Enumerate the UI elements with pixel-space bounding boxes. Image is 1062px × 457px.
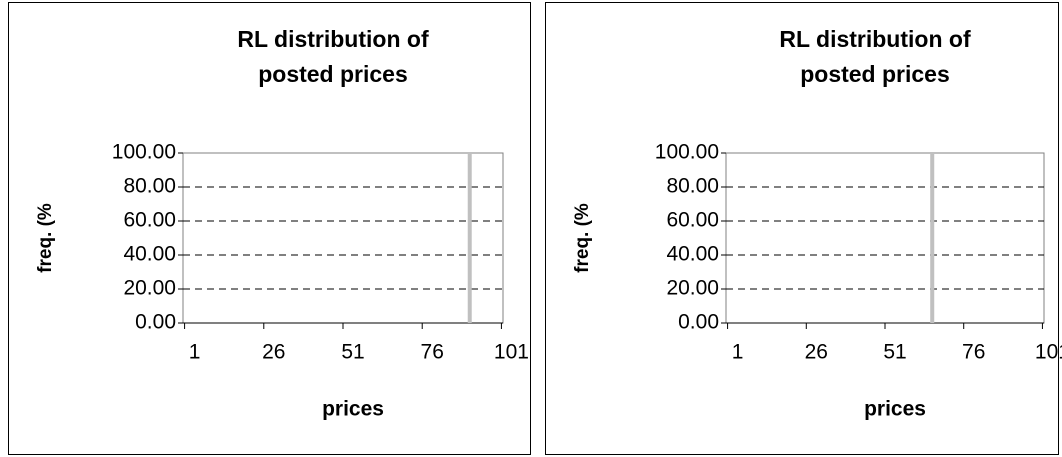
y-tick-label: 20.00: [123, 277, 176, 300]
y-tick-label: 80.00: [666, 175, 719, 198]
plot-area: [182, 152, 504, 324]
x-tick-label: 26: [262, 341, 285, 364]
x-tick-label: 101: [1035, 341, 1062, 364]
x-tick-label: 76: [421, 341, 444, 364]
x-tick-label: 1: [189, 341, 201, 364]
x-axis-label: prices: [864, 398, 926, 421]
bar: [930, 153, 935, 323]
y-tick-label: 60.00: [666, 209, 719, 232]
x-tick-label: 76: [962, 341, 985, 364]
title-box: RL distribution of posted prices: [779, 26, 971, 87]
bar: [467, 153, 472, 323]
title-box: RL distribution of posted prices: [237, 26, 429, 87]
x-tick-label: 51: [341, 341, 364, 364]
chart-title: RL distribution of posted prices: [237, 26, 429, 87]
x-tick-label: 1: [732, 341, 744, 364]
y-tick-label: 40.00: [123, 243, 176, 266]
y-tick-label: 80.00: [123, 175, 176, 198]
plot-area: [725, 152, 1045, 324]
x-tick-label: 26: [805, 341, 828, 364]
chart-title: RL distribution of posted prices: [779, 26, 971, 87]
y-tick-label: 0.00: [678, 311, 719, 334]
y-tick-label: 40.00: [666, 243, 719, 266]
y-tick-label: 20.00: [666, 277, 719, 300]
x-tick-label: 101: [494, 341, 529, 364]
x-axis-label: prices: [322, 398, 384, 421]
y-axis-label: freq. (%: [572, 203, 593, 273]
x-tick-label: 51: [883, 341, 906, 364]
y-tick-label: 60.00: [123, 209, 176, 232]
y-tick-label: 0.00: [135, 311, 176, 334]
y-tick-label: 100.00: [655, 141, 719, 164]
y-tick-label: 100.00: [112, 141, 176, 164]
y-axis-label: freq. (%: [35, 203, 56, 273]
